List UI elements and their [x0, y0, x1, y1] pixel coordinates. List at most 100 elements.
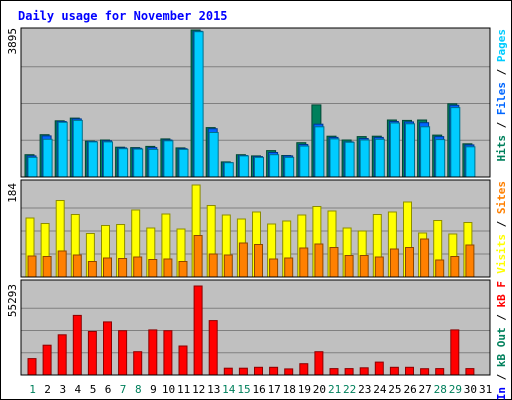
legend-item: Hits [495, 135, 508, 162]
legend-item: kB F [495, 281, 508, 308]
bar-pages-day-27 [420, 126, 431, 178]
bar-kb-f-day-10 [163, 330, 173, 376]
legend-separator: / [495, 308, 508, 328]
bar-sites-day-2 [42, 256, 52, 278]
bar-sites-day-18 [284, 257, 294, 278]
bar-pages-day-12 [193, 31, 204, 178]
bar-pages-day-24 [374, 138, 385, 178]
bar-kb-f-day-9 [148, 329, 158, 376]
panel-middle: 184 Visits / Sites [6, 179, 508, 278]
bar-sites-day-14 [223, 254, 233, 278]
bar-kb-f-day-2 [42, 344, 52, 376]
day-label-28: 28 [434, 383, 447, 396]
bar-kb-f-day-1 [27, 358, 37, 376]
bar-sites-day-20 [314, 243, 324, 278]
day-label-29: 29 [449, 383, 462, 396]
bar-sites-day-19 [299, 247, 309, 278]
day-label-17: 17 [268, 383, 281, 396]
bar-pages-day-10 [163, 140, 174, 178]
panel-legend: Hits / Files / Pages [495, 29, 508, 162]
bar-sites-day-22 [344, 255, 354, 278]
bar-pages-day-15 [238, 155, 249, 178]
bar-kb-f-day-5 [87, 331, 97, 376]
day-label-22: 22 [343, 383, 356, 396]
bar-pages-day-5 [87, 141, 98, 178]
bar-pages-day-21 [329, 138, 340, 178]
bar-sites-day-30 [465, 244, 475, 278]
day-label-12: 12 [192, 383, 205, 396]
bar-pages-day-20 [314, 126, 325, 178]
bar-pages-day-30 [465, 146, 476, 178]
bar-pages-day-19 [299, 145, 310, 178]
day-label-27: 27 [418, 383, 431, 396]
bar-sites-day-21 [329, 247, 339, 278]
day-label-16: 16 [252, 383, 265, 396]
day-label-24: 24 [373, 383, 387, 396]
day-label-5: 5 [90, 383, 97, 396]
legend-separator: / [495, 115, 508, 135]
bar-kb-f-day-14 [223, 367, 233, 376]
day-label-9: 9 [150, 383, 157, 396]
bar-sites-day-13 [208, 253, 218, 278]
bar-sites-day-12 [193, 235, 203, 278]
bar-kb-f-day-17 [269, 366, 279, 376]
panel-legend: kB In / kB Out / kB F [495, 281, 508, 400]
day-label-20: 20 [313, 383, 326, 396]
bar-sites-day-28 [435, 259, 445, 278]
bar-pages-day-23 [359, 139, 370, 178]
day-label-19: 19 [298, 383, 311, 396]
bar-sites-day-15 [238, 242, 248, 278]
bar-pages-day-29 [450, 107, 461, 178]
panel-max-label: 184 [6, 183, 19, 203]
bar-pages-day-14 [223, 162, 234, 178]
bar-pages-day-6 [103, 141, 113, 178]
bar-pages-day-26 [405, 123, 415, 178]
bar-sites-day-7 [118, 258, 128, 278]
panel-legend: Visits / Sites [495, 181, 508, 274]
day-label-14: 14 [222, 383, 236, 396]
bar-sites-day-10 [163, 258, 173, 278]
plot-area [21, 280, 490, 375]
day-label-23: 23 [358, 383, 371, 396]
bar-kb-f-day-8 [133, 351, 143, 376]
bar-sites-day-4 [72, 254, 82, 278]
bar-kb-f-day-13 [208, 320, 218, 376]
bar-pages-day-18 [284, 156, 295, 178]
legend-item: Pages [495, 29, 508, 62]
day-label-30: 30 [464, 383, 477, 396]
panel-top: 3895 Hits / Files / Pages [6, 27, 508, 178]
legend-item: kB In [495, 387, 508, 400]
panel-bottom: 55293 kB In / kB Out / kB F [6, 279, 508, 400]
bar-kb-f-day-4 [72, 314, 82, 376]
bar-sites-day-16 [254, 244, 263, 278]
panel-max-label: 55293 [6, 284, 19, 317]
bar-kb-f-day-3 [57, 334, 67, 376]
day-label-13: 13 [207, 383, 220, 396]
bar-pages-day-3 [57, 121, 68, 178]
bar-kb-f-day-24 [374, 361, 384, 376]
bar-kb-f-day-12 [193, 285, 203, 376]
day-axis: 1 2 3 4 5 6 7 8 9 10 11 12 13 14 15 16 17 18 19 20 21 22 23 24 2… [29, 383, 492, 396]
day-label-3: 3 [59, 383, 66, 396]
bar-pages-day-9 [148, 148, 159, 178]
bar-kb-f-day-26 [405, 366, 414, 376]
day-label-4: 4 [74, 383, 81, 396]
bar-kb-f-day-21 [329, 368, 339, 376]
day-label-18: 18 [283, 383, 296, 396]
bar-kb-f-day-15 [238, 367, 248, 376]
bar-pages-day-25 [389, 122, 400, 178]
bar-kb-f-day-27 [420, 368, 430, 376]
day-label-6: 6 [105, 383, 112, 396]
plot-frame [20, 27, 491, 178]
bar-pages-day-7 [118, 148, 129, 178]
bar-kb-f-day-30 [465, 368, 475, 376]
bar-kb-f-day-22 [344, 368, 354, 376]
bar-sites-day-9 [148, 259, 158, 278]
plot-frame [20, 179, 491, 278]
day-label-25: 25 [388, 383, 401, 396]
bar-sites-day-6 [103, 257, 112, 278]
legend-item: Files [495, 82, 508, 115]
bar-sites-day-8 [133, 256, 143, 278]
